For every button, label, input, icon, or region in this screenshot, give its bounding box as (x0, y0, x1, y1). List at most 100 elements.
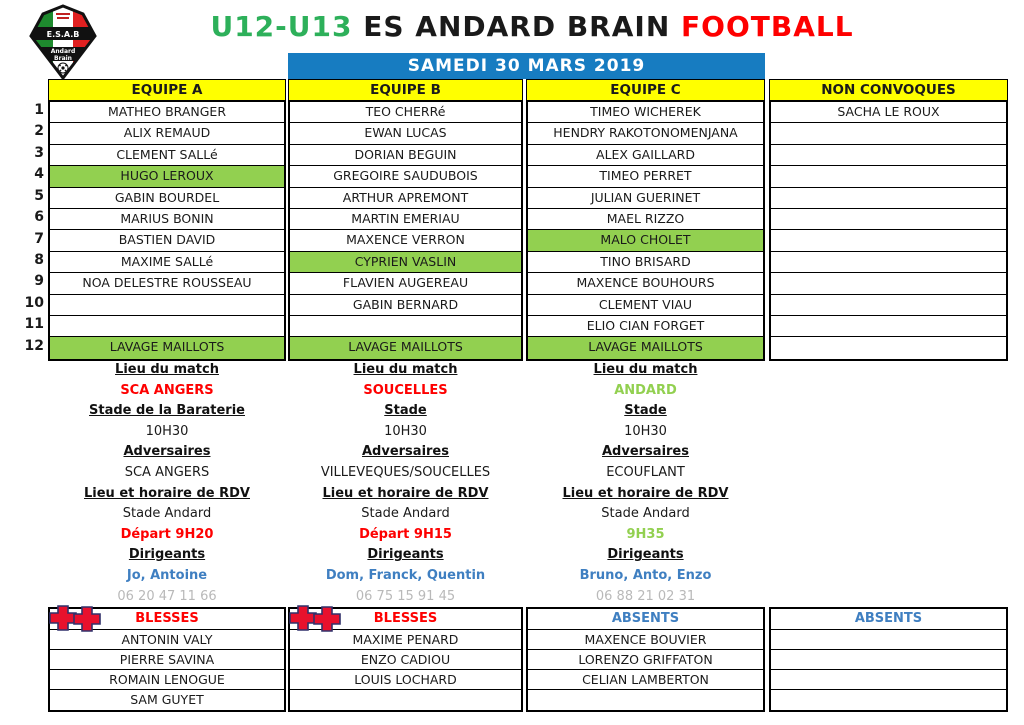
injured-player: MAXIME PENARD (290, 630, 521, 650)
opponents-label: Adversaires (123, 444, 211, 460)
match-location-label: Lieu du match (593, 362, 698, 377)
manager-phone: 06 75 15 91 45 (355, 588, 456, 604)
team-b-column: EQUIPE B TEO CHERRé EWAN LUCAS DORIAN BE… (288, 0, 523, 725)
departure-time: Départ 9H15 (359, 526, 452, 542)
row-number: 9 (34, 273, 44, 290)
medical-cross-icon (289, 605, 341, 632)
player-cell: MATHEO BRANGER (50, 102, 284, 124)
meeting-place: Stade Andard (601, 506, 690, 522)
player-cell (771, 144, 1006, 167)
meeting-place: Stade Andard (122, 506, 212, 522)
player-cell: NOA DELESTRE ROUSSEAU (50, 273, 284, 295)
player-cell (771, 209, 1006, 231)
absent-table-d-title: ABSENTS (771, 609, 1006, 630)
team-a-header: EQUIPE A (48, 79, 286, 101)
player-cell (771, 187, 1006, 210)
match-location-label: Lieu du match (115, 362, 219, 377)
opponent-value: SCA ANGERS (124, 464, 210, 480)
title-category: U12-U13 (210, 10, 353, 43)
match-location-value: SOUCELLES (363, 382, 448, 398)
row-number: 6 (34, 209, 44, 226)
match-location-value: SCA ANGERS (120, 382, 214, 398)
meeting-label: Lieu et horaire de RDV (562, 485, 729, 501)
date-banner: SAMEDI 30 MARS 2019 (288, 53, 765, 79)
absent-player (771, 690, 1006, 710)
logo-club-line2: Brain (54, 55, 72, 62)
player-cell: DORIAN BEGUIN (290, 144, 521, 167)
absent-table-c-title: ABSENTS (528, 609, 763, 630)
absent-player: MAXENCE BOUVIER (528, 630, 763, 650)
player-cell: SACHA LE ROUX (771, 102, 1006, 124)
opponent-value: VILLEVEQUES/SOUCELLES (320, 464, 491, 480)
kickoff-time: 10H30 (145, 423, 189, 439)
player-cell-highlighted: HUGO LEROUX (50, 166, 284, 188)
row-number: 3 (34, 144, 44, 161)
row-number: 8 (34, 251, 44, 268)
manager-phone: 06 20 47 11 66 (117, 588, 217, 604)
player-cell: GREGOIRE SAUDUBOIS (290, 166, 521, 188)
player-cell (50, 316, 284, 338)
absent-table-d: ABSENTS (769, 607, 1008, 712)
injured-player: PIERRE SAVINA (50, 650, 284, 670)
medical-cross-icon (49, 605, 101, 632)
managers-names: Bruno, Anto, Enzo (579, 567, 712, 583)
player-cell-highlighted: LAVAGE MAILLOTS (528, 337, 763, 359)
row-number: 5 (34, 187, 44, 204)
team-a-match-info: Lieu du match SCA ANGERS Stade de la Bar… (48, 360, 286, 607)
player-cell: EWAN LUCAS (290, 123, 521, 145)
player-cell: MARTIN EMERIAU (290, 209, 521, 231)
player-cell: TIMEO PERRET (528, 166, 763, 188)
row-number: 11 (24, 316, 44, 333)
player-cell (771, 123, 1006, 145)
player-cell: TINO BRISARD (528, 251, 763, 274)
absent-player (771, 630, 1006, 650)
player-cell: BASTIEN DAVID (50, 230, 284, 252)
row-number: 12 (24, 337, 44, 354)
non-convoques-header: NON CONVOQUES (769, 79, 1008, 101)
injured-table-a: BLESSES ANTONIN VALY PIERRE SAVINA ROMAI… (48, 605, 286, 712)
meeting-place: Stade Andard (361, 506, 450, 522)
absent-player (771, 670, 1006, 690)
team-a-column: EQUIPE A MATHEO BRANGER ALIX REMAUD CLEM… (48, 0, 286, 725)
team-b-header: EQUIPE B (288, 79, 523, 101)
player-cell: TIMEO WICHEREK (528, 102, 763, 124)
injured-player: LOUIS LOCHARD (290, 670, 521, 690)
opponent-value: ECOUFLANT (606, 464, 685, 480)
team-b-table: TEO CHERRé EWAN LUCAS DORIAN BEGUIN GREG… (288, 100, 523, 361)
player-cell (771, 316, 1006, 338)
managers-label: Dirigeants (607, 547, 684, 563)
player-cell-highlighted: LAVAGE MAILLOTS (50, 337, 284, 359)
opponents-label: Adversaires (361, 444, 449, 460)
club-crest-logo: E.S.A.B Andard Brain (29, 4, 97, 81)
player-cell: ALIX REMAUD (50, 123, 284, 145)
player-cell-highlighted: CYPRIEN VASLIN (290, 251, 521, 274)
managers-label: Dirigeants (367, 547, 444, 563)
injured-title-text: BLESSES (373, 611, 438, 626)
player-cell: CLEMENT VIAU (528, 294, 763, 317)
kickoff-time: 10H30 (384, 423, 427, 439)
player-cell (771, 337, 1006, 359)
title-club: ES ANDARD BRAIN (363, 10, 671, 43)
departure-time: Départ 9H20 (120, 526, 214, 542)
non-convoques-table: SACHA LE ROUX (769, 100, 1008, 361)
player-cell: MAXENCE VERRON (290, 230, 521, 252)
team-a-table: MATHEO BRANGER ALIX REMAUD CLEMENT SALLé… (48, 100, 286, 361)
player-cell (771, 294, 1006, 317)
logo-club-line1: Andard (51, 48, 76, 55)
player-cell (771, 166, 1006, 188)
team-b-match-info: Lieu du match SOUCELLES Stade 10H30 Adve… (288, 360, 523, 607)
manager-phone: 06 88 21 02 31 (595, 588, 696, 604)
managers-names: Dom, Franck, Quentin (325, 567, 486, 583)
absent-player: CELIAN LAMBERTON (528, 670, 763, 690)
departure-time: 9H35 (626, 526, 665, 542)
player-cell: MAXIME SALLé (50, 251, 284, 274)
player-cell (50, 294, 284, 317)
player-cell-highlighted: MALO CHOLET (528, 230, 763, 252)
team-c-column: EQUIPE C TIMEO WICHEREK HENDRY RAKOTONOM… (526, 0, 765, 725)
stadium-label: Stade (384, 403, 427, 419)
stadium-label: Stade de la Baraterie (89, 403, 245, 419)
injured-player: ENZO CADIOU (290, 650, 521, 670)
team-c-table: TIMEO WICHEREK HENDRY RAKOTONOMENJANA AL… (526, 100, 765, 361)
managers-label: Dirigeants (128, 547, 206, 563)
